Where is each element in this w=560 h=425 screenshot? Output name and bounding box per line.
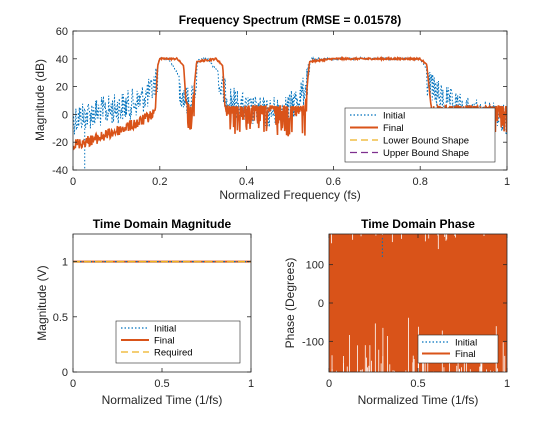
phase-ticks: 0 0.5 1 -100 0 100 [302, 234, 510, 390]
magnitude-legend-box [115, 320, 241, 364]
spectrum-xtick-label: 0.8 [413, 176, 428, 188]
spectrum-legend-label: Lower Bound Shape [383, 136, 469, 147]
magnitude-xtick-label: 0 [70, 378, 76, 390]
phase-xtick-label: 0.5 [410, 378, 425, 390]
phase-legend-box [417, 334, 499, 364]
spectrum-ytick-label: -20 [52, 137, 68, 149]
phase-ylabel: Phase (Degrees) [283, 258, 297, 349]
phase-xtick-label: 0 [326, 378, 332, 390]
phase-title: Time Domain Phase [361, 217, 475, 231]
magnitude-xtick-label: 0.5 [154, 378, 169, 390]
phase-xtick-label: 1 [504, 378, 510, 390]
spectrum-xtick-label: 0.2 [152, 176, 167, 188]
phase-axes: 0 0.5 1 -100 0 100 Time Domain Phase Normaliz… [283, 217, 510, 407]
magnitude-axes: 0 0.5 1 0 0.5 1 Time Domain Magnitude Normali… [35, 217, 254, 407]
magnitude-ylabel: Magnitude (V) [35, 265, 49, 340]
magnitude-legend-label: Final [154, 336, 175, 347]
magnitude-ytick-label: 0 [62, 367, 68, 379]
spectrum-ytick-label: 40 [56, 54, 68, 66]
magnitude-title: Time Domain Magnitude [93, 217, 232, 231]
magnitude-xlabel: Normalized Time (1/fs) [102, 393, 223, 407]
spectrum-xlabel: Normalized Frequency (fs) [219, 188, 360, 202]
spectrum-axes: 0 0.2 0.4 0.6 0.8 1 -40 -20 0 20 40 60 Frequency Sp… [33, 13, 510, 202]
magnitude-legend-label: Required [154, 348, 193, 359]
phase-ytick-label: 100 [306, 260, 324, 272]
spectrum-xtick-label: 0.4 [239, 176, 254, 188]
phase-legend-label: Final [455, 349, 476, 360]
spectrum-xtick-label: 0 [70, 176, 76, 188]
spectrum-legend-label: Initial [383, 111, 405, 122]
magnitude-ytick-label: 1 [62, 257, 68, 269]
magnitude-ticks: 0 0.5 1 0 0.5 1 [53, 234, 254, 390]
phase-legend-label: Initial [455, 338, 477, 349]
spectrum-xtick-label: 1 [504, 176, 510, 188]
spectrum-series-initial [73, 55, 507, 135]
spectrum-ylabel: Magnitude (dB) [33, 59, 47, 141]
magnitude-ytick-label: 0.5 [53, 312, 68, 324]
magnitude-xtick-label: 1 [248, 378, 254, 390]
spectrum-legend-label: Final [383, 123, 404, 134]
spectrum-legend-box [344, 107, 496, 163]
phase-ytick-label: 0 [318, 298, 324, 310]
spectrum-ytick-label: 0 [62, 109, 68, 121]
spectrum-ytick-label: 60 [56, 26, 68, 38]
spectrum-title: Frequency Spectrum (RMSE = 0.01578) [179, 13, 401, 27]
spectrum-ytick-label: -40 [52, 165, 68, 177]
spectrum-xtick-label: 0.6 [326, 176, 341, 188]
magnitude-legend-label: Initial [154, 324, 176, 335]
phase-ytick-label: -100 [302, 336, 324, 348]
spectrum-axes-box [72, 30, 508, 171]
phase-xlabel: Normalized Time (1/fs) [358, 393, 479, 407]
spectrum-ticks: 0 0.2 0.4 0.6 0.8 1 -40 -20 0 20 40 60 [52, 26, 510, 188]
spectrum-legend-label: Upper Bound Shape [383, 148, 469, 159]
spectrum-ytick-label: 20 [56, 82, 68, 94]
